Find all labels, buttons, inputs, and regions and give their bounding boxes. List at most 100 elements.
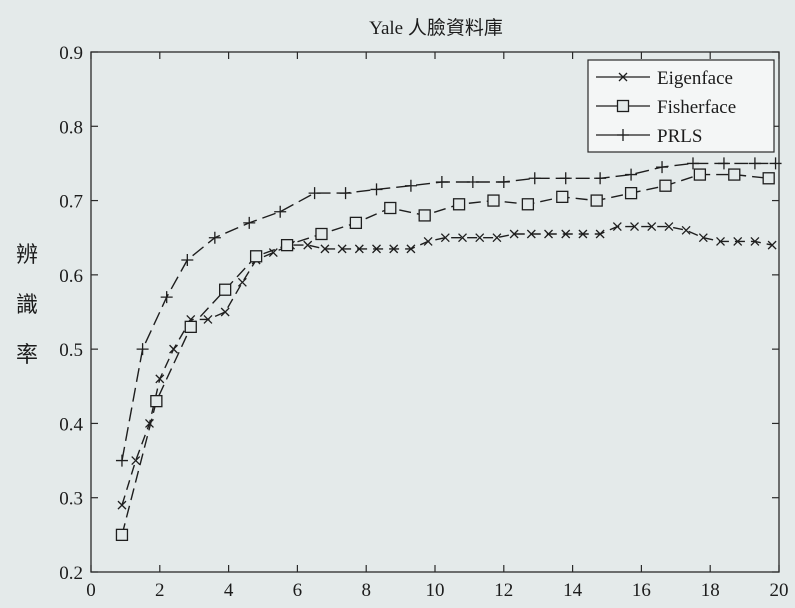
legend-label: PRLS — [657, 126, 702, 147]
series-layer — [115, 157, 782, 542]
data-point-prls — [435, 176, 448, 188]
data-point-prls — [687, 157, 699, 170]
data-point-eigenface — [320, 244, 330, 254]
data-point-fisherface — [115, 528, 129, 542]
data-point-eigenface — [526, 229, 536, 239]
data-point-eigenface — [664, 222, 674, 232]
data-point-eigenface — [203, 314, 213, 324]
x-tick-label: 10 — [426, 580, 445, 601]
data-point-fisherface — [659, 179, 672, 192]
axis-ticks — [90, 51, 780, 573]
data-point-fisherface — [762, 172, 775, 185]
data-point-fisherface — [150, 394, 163, 408]
y-tick-label: 0.8 — [59, 117, 83, 138]
data-point-eigenface — [698, 233, 708, 243]
x-tick-label: 20 — [770, 580, 789, 601]
data-point-eigenface — [492, 233, 502, 243]
data-point-fisherface — [487, 194, 500, 207]
data-point-prls — [466, 176, 479, 188]
data-point-fisherface — [280, 238, 294, 252]
series-fisherface — [115, 168, 775, 542]
data-point-eigenface — [268, 248, 278, 258]
data-point-eigenface — [578, 229, 588, 239]
x-tick-label: 14 — [563, 580, 583, 601]
data-point-eigenface — [220, 307, 230, 317]
x-tick-label: 12 — [494, 580, 513, 601]
y-tick-label: 0.7 — [59, 192, 83, 213]
data-point-fisherface — [219, 283, 232, 296]
data-point-fisherface — [418, 209, 431, 222]
y-axis-label: 辨識率 — [16, 242, 38, 367]
data-point-eigenface — [647, 222, 657, 232]
data-point-eigenface — [237, 277, 247, 287]
data-point-eigenface — [337, 244, 347, 254]
data-point-prls — [656, 161, 669, 174]
data-point-prls — [243, 216, 256, 229]
y-tick-label: 0.4 — [59, 414, 83, 435]
data-point-eigenface — [475, 233, 485, 243]
y-axis-label-text: 辨識率 — [16, 242, 38, 367]
series-line-prls — [121, 162, 776, 461]
data-point-fisherface — [384, 201, 397, 215]
data-point-eigenface — [354, 244, 364, 254]
y-tick-label: 0.9 — [59, 43, 83, 64]
data-point-eigenface — [716, 236, 725, 246]
data-point-eigenface — [595, 229, 605, 239]
data-point-fisherface — [728, 168, 741, 181]
data-point-prls — [370, 183, 383, 196]
data-point-eigenface — [509, 229, 519, 239]
data-point-prls — [528, 172, 541, 185]
series-prls — [115, 157, 782, 467]
y-tick-labels: 0.2 0.3 0.4 0.5 0.6 0.7 0.8 0.9 — [59, 43, 83, 584]
data-point-prls — [308, 187, 321, 200]
legend-marker — [616, 99, 630, 113]
data-point-eigenface — [733, 236, 743, 246]
data-point-eigenface — [145, 418, 154, 428]
legend-label: Fisherface — [657, 97, 736, 118]
data-point-prls — [748, 157, 761, 170]
legend-entry-prls: PRLS — [596, 126, 702, 147]
data-point-fisherface — [349, 216, 363, 230]
data-point-fisherface — [249, 250, 263, 263]
data-point-eigenface — [155, 374, 165, 384]
data-point-prls — [594, 172, 607, 185]
data-point-prls — [769, 157, 782, 170]
legend-label: Eigenface — [657, 68, 733, 89]
data-point-eigenface — [612, 222, 622, 232]
data-point-eigenface — [767, 240, 777, 250]
x-tick-label: 0 — [86, 580, 96, 601]
data-point-prls — [115, 454, 128, 467]
data-point-prls — [208, 231, 221, 244]
x-tick-label: 6 — [293, 580, 303, 601]
data-point-eigenface — [372, 244, 381, 254]
data-point-fisherface — [315, 227, 328, 241]
data-point-prls — [625, 168, 638, 181]
series-line-eigenface — [121, 225, 773, 506]
x-tick-label: 16 — [632, 580, 651, 601]
data-point-prls — [559, 172, 572, 185]
data-point-eigenface — [681, 225, 691, 235]
data-point-fisherface — [452, 198, 466, 211]
data-point-prls — [717, 157, 730, 170]
data-point-eigenface — [750, 236, 760, 246]
chart-title: Yale 人臉資料庫 — [369, 17, 503, 39]
data-point-eigenface — [117, 500, 127, 510]
data-point-eigenface — [303, 240, 313, 250]
data-point-eigenface — [169, 344, 179, 354]
data-point-eigenface — [406, 244, 416, 254]
data-point-eigenface — [389, 244, 399, 254]
y-tick-label: 0.5 — [59, 340, 83, 361]
data-point-eigenface — [440, 233, 450, 243]
data-point-fisherface — [693, 168, 707, 181]
data-point-prls — [339, 187, 352, 200]
data-point-prls — [497, 176, 510, 188]
data-point-prls — [274, 205, 287, 218]
data-point-prls — [404, 179, 417, 192]
data-point-eigenface — [630, 222, 639, 232]
data-point-eigenface — [544, 229, 553, 239]
y-tick-label: 0.6 — [59, 266, 83, 287]
x-tick-labels: 0 2 4 6 8 10 12 14 16 18 20 — [86, 580, 788, 601]
data-point-prls — [160, 291, 173, 304]
data-point-fisherface — [521, 198, 535, 211]
